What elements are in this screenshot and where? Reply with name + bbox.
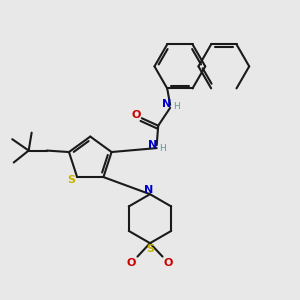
Text: O: O [132, 110, 141, 120]
Text: N: N [148, 140, 157, 150]
Text: N: N [144, 185, 153, 195]
Text: O: O [127, 258, 136, 268]
Text: H: H [173, 102, 180, 111]
Text: S: S [67, 175, 75, 185]
Text: S: S [146, 244, 154, 254]
Text: O: O [164, 258, 173, 268]
Text: N: N [162, 99, 171, 109]
Text: H: H [159, 144, 166, 153]
